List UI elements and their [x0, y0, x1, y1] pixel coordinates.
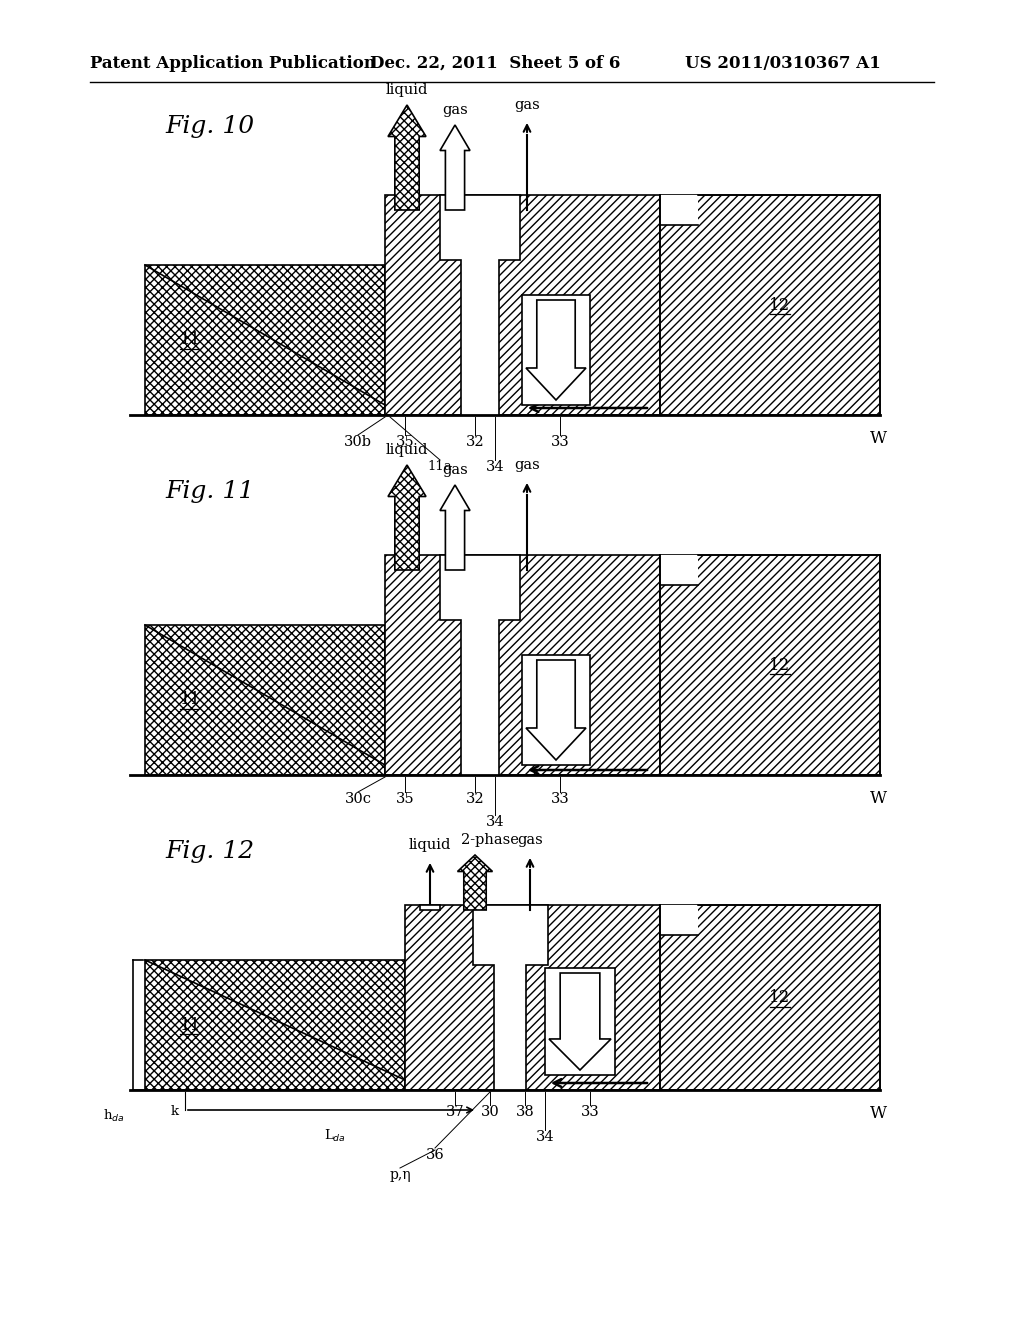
Bar	[660, 906, 880, 1090]
Text: liquid: liquid	[386, 444, 428, 457]
Text: gas: gas	[442, 103, 468, 117]
Polygon shape	[440, 484, 470, 570]
Text: Patent Application Publication: Patent Application Publication	[90, 55, 376, 73]
Bar	[660, 554, 880, 775]
Text: 32: 32	[466, 792, 484, 807]
Polygon shape	[472, 906, 548, 1090]
Text: 35: 35	[395, 792, 415, 807]
Text: 11a: 11a	[428, 459, 453, 473]
Text: W: W	[870, 1105, 887, 1122]
Bar	[385, 195, 660, 414]
Bar	[660, 906, 698, 935]
Text: W: W	[870, 430, 887, 447]
Bar	[545, 968, 615, 1074]
Text: 12: 12	[769, 656, 791, 673]
Text: 11: 11	[180, 1016, 202, 1034]
Text: 30b: 30b	[344, 436, 372, 449]
Text: 34: 34	[485, 814, 504, 829]
Polygon shape	[388, 465, 426, 570]
Polygon shape	[440, 554, 520, 775]
Text: US 2011/0310367 A1: US 2011/0310367 A1	[685, 55, 881, 73]
Text: liquid: liquid	[386, 83, 428, 96]
Text: 30: 30	[480, 1105, 500, 1119]
Text: 36: 36	[426, 1148, 444, 1162]
Text: 11: 11	[180, 331, 202, 348]
Text: 12: 12	[769, 297, 791, 314]
Text: gas: gas	[514, 458, 540, 473]
Bar	[406, 906, 660, 1090]
Text: 11: 11	[180, 692, 202, 709]
Polygon shape	[526, 300, 586, 400]
Bar	[145, 265, 385, 414]
Bar	[522, 655, 590, 766]
Text: 30c: 30c	[344, 792, 372, 807]
Text: Fig. 12: Fig. 12	[165, 840, 254, 863]
Bar	[660, 195, 880, 414]
Text: 34: 34	[485, 459, 504, 474]
Text: Fig. 10: Fig. 10	[165, 115, 254, 139]
Text: 12: 12	[769, 989, 791, 1006]
Text: 37: 37	[445, 1105, 464, 1119]
Bar	[660, 195, 698, 224]
Text: h$_{da}$: h$_{da}$	[103, 1107, 125, 1125]
Polygon shape	[388, 106, 426, 210]
Text: L$_{da}$: L$_{da}$	[324, 1129, 346, 1144]
Polygon shape	[549, 973, 611, 1071]
Text: gas: gas	[442, 463, 468, 477]
Bar	[420, 906, 440, 909]
Text: 33: 33	[581, 1105, 599, 1119]
Bar	[522, 294, 590, 405]
Text: 38: 38	[516, 1105, 535, 1119]
Text: Dec. 22, 2011  Sheet 5 of 6: Dec. 22, 2011 Sheet 5 of 6	[370, 55, 621, 73]
Polygon shape	[440, 125, 470, 210]
Text: k: k	[171, 1105, 179, 1118]
Text: 33: 33	[551, 792, 569, 807]
Bar	[385, 554, 660, 775]
Text: gas: gas	[514, 98, 540, 112]
Text: 33: 33	[551, 436, 569, 449]
Polygon shape	[440, 195, 520, 414]
Bar	[145, 960, 406, 1090]
Bar	[145, 624, 385, 775]
Text: gas: gas	[517, 833, 543, 847]
Text: 2-phase: 2-phase	[461, 833, 519, 847]
Polygon shape	[458, 855, 493, 909]
Text: liquid: liquid	[409, 838, 452, 851]
Polygon shape	[526, 660, 586, 760]
Text: 32: 32	[466, 436, 484, 449]
Text: Fig. 11: Fig. 11	[165, 480, 254, 503]
Text: 34: 34	[536, 1130, 554, 1144]
Text: W: W	[870, 789, 887, 807]
Text: 35: 35	[395, 436, 415, 449]
Text: p,η: p,η	[389, 1168, 411, 1181]
Bar	[660, 554, 698, 585]
